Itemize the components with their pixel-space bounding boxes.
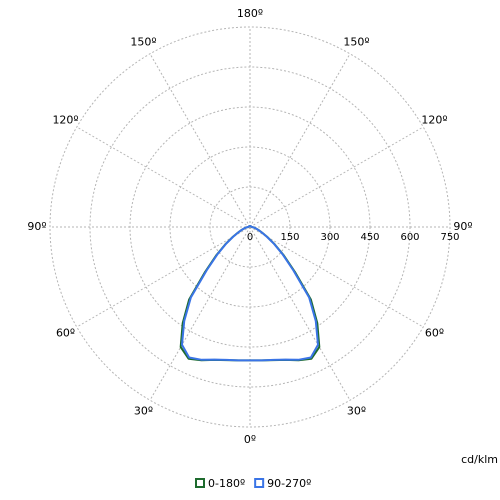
- grid-spoke: [149, 226, 251, 401]
- series-line: [249, 225, 319, 362]
- theta-tick-label: 150º: [343, 36, 369, 49]
- grid-ring: [49, 26, 451, 428]
- series-line: [181, 225, 251, 362]
- theta-tick-label: 90º: [453, 220, 472, 233]
- theta-tick-label: 180º: [237, 7, 263, 20]
- theta-tick-label: 0º: [244, 433, 256, 446]
- theta-tick-label: 30º: [134, 404, 153, 417]
- theta-tick-label: 120º: [421, 114, 447, 127]
- theta-tick-label: 30º: [347, 404, 366, 417]
- grid-spoke: [249, 226, 351, 401]
- grid-spoke: [249, 126, 424, 228]
- r-tick-label: 750: [440, 232, 459, 243]
- r-tick-label: 600: [400, 232, 419, 243]
- grid-spoke: [76, 226, 251, 328]
- grid-spoke: [76, 126, 251, 228]
- theta-tick-label: 60º: [56, 327, 75, 340]
- grid-spoke: [149, 53, 251, 228]
- theta-tick-label: 90º: [27, 220, 46, 233]
- grid-spoke: [249, 53, 351, 228]
- r-tick-label: 450: [360, 232, 379, 243]
- legend-swatch: [254, 478, 265, 488]
- legend-swatch: [195, 478, 205, 488]
- r-tick-label: 300: [320, 232, 339, 243]
- theta-tick-label: 150º: [130, 36, 156, 49]
- r-tick-label: 0: [247, 232, 253, 243]
- grid-spoke: [249, 226, 424, 328]
- theta-tick-label: 120º: [52, 114, 78, 127]
- legend-label: 0-180º: [208, 477, 245, 490]
- r-tick-label: 150: [280, 232, 299, 243]
- legend-label: 90-270º: [267, 477, 311, 490]
- legend: 0-180º 90-270º: [195, 477, 311, 490]
- unit-label: cd/klm: [461, 453, 498, 466]
- theta-tick-label: 60º: [425, 327, 444, 340]
